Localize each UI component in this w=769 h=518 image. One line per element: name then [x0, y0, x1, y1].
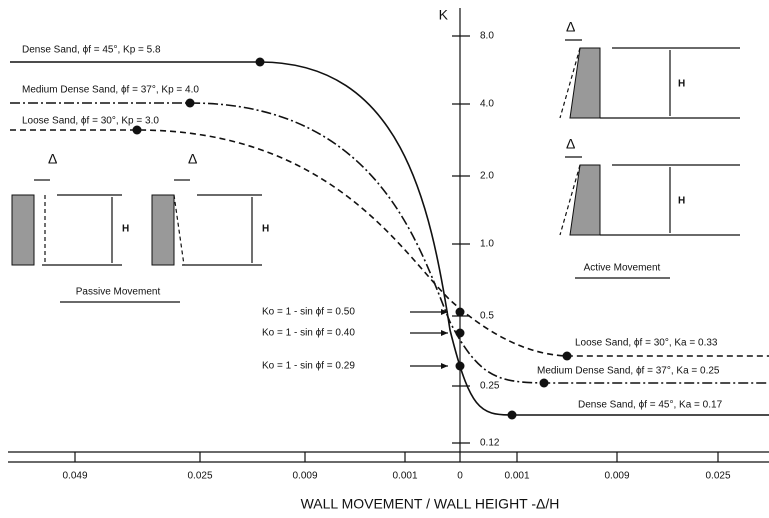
- k-tick-label: 0.25: [480, 381, 500, 392]
- x-tick-label: 0.009: [292, 471, 317, 482]
- x-tick-label: 0.009: [604, 471, 629, 482]
- passive-curve-label: Dense Sand, ϕf = 45°, Kp = 5.8: [22, 45, 161, 56]
- moved-wall: [559, 47, 581, 119]
- passive-title: Passive Movement: [76, 287, 161, 298]
- delta-label: Δ: [566, 19, 575, 35]
- k-tick-label: 0.5: [480, 311, 494, 322]
- active-curve-label: Dense Sand, ϕf = 45°, Ka = 0.17: [578, 400, 723, 411]
- k-tick-label: 4.0: [480, 99, 494, 110]
- moved-wall: [559, 164, 581, 236]
- k0-label: Ko = 1 - sin ϕf = 0.40: [262, 328, 355, 339]
- height-label: H: [678, 79, 685, 90]
- wall: [151, 194, 175, 266]
- x-tick-label: 0.049: [62, 471, 87, 482]
- active-curve-label: Medium Dense Sand, ϕf = 37°, Ka = 0.25: [537, 366, 720, 377]
- wall: [11, 194, 35, 266]
- k-curve: [10, 129, 769, 357]
- curve-point: [455, 328, 465, 338]
- height-label: H: [678, 196, 685, 207]
- curve-point: [455, 361, 465, 371]
- arrow-head: [441, 330, 448, 336]
- curve-point: [455, 307, 465, 317]
- x-tick-label: 0.025: [187, 471, 212, 482]
- x-axis-title: WALL MOVEMENT / WALL HEIGHT -Δ/H: [301, 496, 560, 512]
- delta-label: Δ: [188, 151, 197, 167]
- delta-label: Δ: [48, 151, 57, 167]
- k-curve: [10, 102, 769, 384]
- x-tick-label: 0.025: [705, 471, 730, 482]
- k-tick-label: 1.0: [480, 239, 494, 250]
- curve-point: [562, 351, 572, 361]
- delta-label: Δ: [566, 136, 575, 152]
- k-tick-label: 0.12: [480, 438, 500, 449]
- moved-wall: [173, 194, 185, 266]
- passive-curve-label: Medium Dense Sand, ϕf = 37°, Kp = 4.0: [22, 85, 199, 96]
- k-curve: [10, 61, 769, 416]
- height-label: H: [122, 224, 129, 235]
- active-curve-label: Loose Sand, ϕf = 30°, Ka = 0.33: [575, 338, 718, 349]
- k0-label: Ko = 1 - sin ϕf = 0.29: [262, 361, 355, 372]
- k-tick-label: 2.0: [480, 171, 494, 182]
- curve-point: [255, 57, 265, 67]
- x-tick-label: 0: [457, 471, 463, 482]
- k-axis-title: K: [439, 7, 449, 23]
- height-label: H: [262, 224, 269, 235]
- x-tick-label: 0.001: [504, 471, 529, 482]
- arrow-head: [441, 309, 448, 315]
- arrow-head: [441, 363, 448, 369]
- curve-point: [539, 378, 549, 388]
- passive-curve-label: Loose Sand, ϕf = 30°, Kp = 3.0: [22, 116, 159, 127]
- curve-point: [507, 410, 517, 420]
- curve-point: [132, 125, 142, 135]
- k0-label: Ko = 1 - sin ϕf = 0.50: [262, 307, 355, 318]
- x-tick-label: 0.001: [392, 471, 417, 482]
- active-title: Active Movement: [584, 263, 661, 274]
- k-tick-label: 8.0: [480, 31, 494, 42]
- curve-point: [185, 98, 195, 108]
